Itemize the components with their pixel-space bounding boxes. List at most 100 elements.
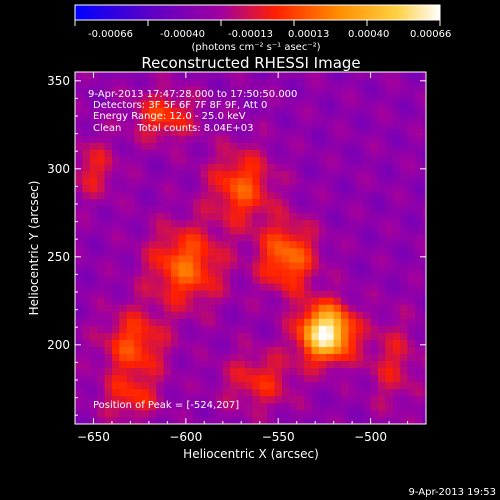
heatmap-cell [311,332,320,340]
heatmap-cell [311,135,320,143]
heatmap-cell [267,325,275,333]
heatmap-cell [208,283,216,291]
heatmap-cell [296,248,305,256]
heatmap-cell [208,332,216,340]
heatmap-cell [267,339,275,347]
heatmap-cell [348,304,357,312]
heatmap-cell [355,121,364,129]
heatmap-cell [126,205,135,214]
heatmap-cell [333,240,342,249]
heatmap-cell [252,388,261,397]
heatmap-cell [104,226,113,235]
heatmap-cell [163,269,172,277]
heatmap-cell [141,93,150,101]
heatmap-cell [355,142,364,150]
heatmap-cell [111,388,120,397]
heatmap-cell [259,149,268,157]
heatmap-cell [208,226,216,235]
heatmap-cell [341,100,349,108]
heatmap-cell [355,191,364,200]
heatmap-cell [289,381,298,390]
heatmap-cell [237,184,246,193]
heatmap-cell [296,269,305,277]
heatmap-cell [200,381,209,390]
heatmap-cell [326,304,335,312]
heatmap-cell [75,346,83,354]
heatmap-cell [82,128,91,136]
heatmap-cell [215,367,224,376]
heatmap-cell [185,135,194,143]
heatmap-cell [414,360,423,369]
heatmap-cell [341,276,349,284]
heatmap-cell [385,248,394,256]
heatmap-cell [289,367,298,376]
heatmap-cell [252,248,261,256]
heatmap-cell [259,311,268,319]
heatmap-cell [111,402,120,411]
heatmap-cell [111,226,120,235]
heatmap-cell [370,353,379,362]
heatmap-cell [156,170,165,178]
heatmap-cell [163,283,172,291]
heatmap-cell [222,325,231,333]
heatmap-cell [119,226,128,235]
heatmap-cell [141,240,150,249]
heatmap-cell [363,262,371,270]
heatmap-cell [318,353,327,362]
heatmap-cell [134,395,142,404]
heatmap-cell [385,177,394,186]
heatmap-cell [392,325,401,333]
heatmap-cell [400,219,408,228]
heatmap-cell [89,367,98,376]
heatmap-cell [385,79,394,87]
heatmap-cell [252,107,261,115]
heatmap-cell [296,381,305,390]
heatmap-cell [171,360,179,369]
heatmap-cell [82,72,91,80]
heatmap-cell [163,395,172,404]
heatmap-cell [400,346,408,354]
heatmap-cell [215,100,224,108]
heatmap-cell [230,205,238,214]
heatmap-cell [348,269,357,277]
heatmap-cell [82,290,91,298]
colorbar-tick-label-3: 0.00013 [288,29,329,40]
heatmap-cell [400,283,408,291]
heatmap-cell [348,318,357,326]
heatmap-cell [414,226,423,235]
heatmap-cell [422,135,426,143]
heatmap-cell [392,163,401,171]
heatmap-cell [326,388,335,397]
heatmap-cell [244,297,253,305]
heatmap-cell [407,184,416,193]
heatmap-cell [289,142,298,150]
heatmap-cell [348,142,357,150]
heatmap-cell [281,297,290,305]
heatmap-cell [274,212,283,221]
heatmap-cell [252,262,261,270]
heatmap-cell [200,346,209,354]
heatmap-cell [89,332,98,340]
heatmap-cell [178,177,187,186]
heatmap-cell [341,360,349,369]
heatmap-cell [422,107,426,115]
heatmap-cell [370,416,379,424]
heatmap-cell [333,93,342,101]
heatmap-cell [82,212,91,221]
heatmap-cell [244,402,253,411]
heatmap-cell [289,290,298,298]
heatmap-cell [252,233,261,242]
heatmap-cell [259,198,268,207]
heatmap-cell [348,332,357,340]
heatmap-cell [104,311,113,319]
heatmap-cell [156,93,165,101]
heatmap-cell [200,248,209,256]
heatmap-cell [75,416,83,424]
heatmap-cell [407,255,416,263]
heatmap-cell [422,233,426,242]
heatmap-cell [289,318,298,326]
heatmap-cell [348,93,357,101]
heatmap-cell [126,226,135,235]
heatmap-cell [215,114,224,122]
heatmap-cell [215,79,224,87]
